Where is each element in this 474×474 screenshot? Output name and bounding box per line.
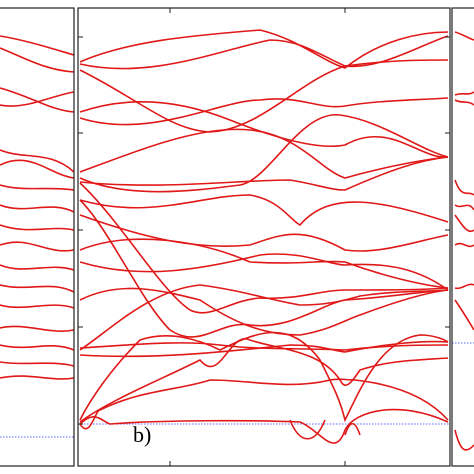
band-curve (454, 179, 474, 196)
bands (0, 35, 75, 380)
band-curve (79, 408, 449, 444)
band-curve (0, 47, 75, 73)
band-curve (79, 35, 449, 70)
band-curve (0, 304, 75, 309)
right-panel (451, 7, 474, 467)
band-curve (0, 224, 75, 231)
band-curve (454, 283, 474, 290)
bands (79, 29, 449, 444)
band-curve (0, 344, 75, 351)
panel-frame (0, 7, 75, 467)
left-panel (0, 7, 75, 467)
bands (454, 31, 474, 451)
band-curve (79, 337, 449, 423)
band-curve (454, 299, 474, 331)
band-curve (0, 149, 75, 173)
band-curve (79, 114, 449, 193)
band-curve (79, 97, 449, 126)
band-curve (79, 331, 449, 423)
band-curve (0, 284, 75, 293)
band-curve (0, 159, 75, 179)
band-curve (79, 253, 449, 291)
panel-label: b) (133, 422, 151, 447)
band-curve (79, 59, 449, 133)
band-curve (0, 264, 75, 271)
band-curve (0, 325, 75, 332)
band-curve (0, 35, 75, 56)
band-curve (79, 378, 449, 430)
band-curve (79, 182, 449, 314)
band-curve (289, 419, 326, 440)
band-curve (0, 91, 75, 107)
band-curve (79, 238, 449, 289)
band-curve (79, 214, 449, 252)
band-curve (0, 361, 75, 367)
band-curve (454, 31, 474, 41)
band-curve (344, 422, 361, 436)
band-curve (0, 87, 75, 113)
band-curve (79, 194, 449, 226)
panel-frame (77, 7, 451, 467)
panel-frame (451, 7, 474, 467)
band-curve (79, 128, 449, 179)
band-curve (0, 184, 75, 191)
band-curve (0, 375, 75, 380)
band-curve (0, 241, 75, 252)
band-curve (454, 99, 474, 106)
band-curve (454, 214, 474, 233)
band-curve (79, 284, 449, 351)
band-curve (79, 342, 449, 351)
axis-ticks (78, 8, 450, 466)
band-curve (454, 242, 474, 248)
band-curve (454, 204, 474, 211)
band-curve (454, 429, 474, 451)
middle-panel: b) (77, 7, 451, 467)
band-curve (454, 91, 474, 96)
band-curve (79, 29, 449, 69)
band-curve (79, 100, 449, 158)
band-curve (0, 204, 75, 213)
band-curve (79, 156, 449, 191)
band-curve (79, 199, 449, 338)
